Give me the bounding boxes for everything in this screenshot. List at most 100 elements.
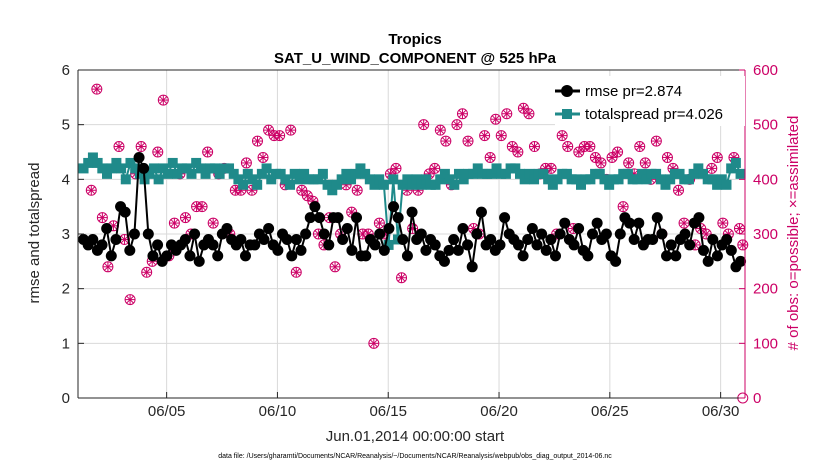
- totalspread-point: [416, 179, 427, 190]
- obs-assimilated-point: [169, 218, 180, 229]
- y2-tick-label: 500: [753, 117, 778, 134]
- rmse-point: [295, 244, 307, 256]
- rmse-point: [290, 233, 302, 245]
- rmse-point: [549, 250, 561, 262]
- chart-title: Tropics: [388, 31, 441, 48]
- obs-assimilated-point: [717, 218, 728, 229]
- rmse-point: [624, 217, 636, 229]
- rmse-point: [378, 244, 390, 256]
- totalspread-point: [407, 179, 418, 190]
- totalspread-point: [350, 168, 361, 179]
- totalspread-point: [341, 168, 352, 179]
- obs-assimilated-point: [485, 152, 496, 163]
- legend: rmse pr=2.874 totalspread pr=4.026: [555, 76, 745, 126]
- obs-assimilated-point: [557, 130, 568, 141]
- totalspread-point: [707, 174, 718, 185]
- totalspread-point: [158, 163, 169, 174]
- rmse-point: [110, 233, 122, 245]
- obs-assimilated-point: [368, 338, 379, 349]
- totalspread-point: [449, 179, 460, 190]
- y2-axis-label: # of obs: o=possible; ×=assimilated: [785, 116, 802, 351]
- rmse-point: [466, 261, 478, 273]
- obs-assimilated-point: [97, 212, 108, 223]
- obs-assimilated-point: [546, 163, 557, 174]
- rmse-point: [670, 250, 682, 262]
- rmse-point: [573, 223, 585, 235]
- rmse-point: [392, 212, 404, 224]
- y-axis-label: rmse and totalspread: [26, 163, 43, 304]
- totalspread-point: [604, 179, 615, 190]
- rmse-point: [633, 217, 645, 229]
- obs-assimilated-point: [252, 136, 263, 147]
- rmse-point: [462, 239, 474, 251]
- rmse-point: [147, 250, 159, 262]
- rmse-point: [499, 212, 511, 224]
- totalspread-point: [181, 163, 192, 174]
- rmse-point: [351, 212, 363, 224]
- totalspread-point: [402, 174, 413, 185]
- totalspread-point: [78, 163, 89, 174]
- rmse-point: [711, 250, 723, 262]
- totalspread-point: [134, 168, 145, 179]
- data-file-footer: data file: /Users/gharamti/Documents/NCA…: [218, 453, 612, 460]
- totalspread-point: [641, 174, 652, 185]
- legend-rmse-marker: [561, 85, 573, 97]
- obs-assimilated-point: [180, 212, 191, 223]
- totalspread-point: [674, 168, 685, 179]
- rmse-point: [397, 233, 409, 245]
- y2-tick-label: 400: [753, 171, 778, 188]
- obs-assimilated-point: [352, 185, 363, 196]
- totalspread-point: [472, 163, 483, 174]
- totalspread-point: [576, 179, 587, 190]
- obs-assimilated-point: [191, 201, 202, 212]
- totalspread-point: [275, 168, 286, 179]
- totalspread-point: [106, 163, 117, 174]
- obs-assimilated-point: [291, 267, 302, 278]
- totalspread-point: [538, 168, 549, 179]
- totalspread-point: [87, 152, 98, 163]
- obs-assimilated-point: [197, 201, 208, 212]
- totalspread-point: [599, 174, 610, 185]
- rmse-point: [698, 244, 710, 256]
- y-tick-label: 3: [62, 226, 70, 243]
- y-tick-label: 5: [62, 117, 70, 134]
- rmse-point: [494, 239, 506, 251]
- totalspread-point: [529, 174, 540, 185]
- totalspread-point: [730, 157, 741, 168]
- rmse-point: [369, 239, 381, 251]
- obs-assimilated-point: [463, 136, 474, 147]
- obs-assimilated-point: [102, 261, 113, 272]
- rmse-point: [600, 228, 612, 240]
- rmse-point: [457, 223, 469, 235]
- y-tick-label: 4: [62, 171, 70, 188]
- rmse-point: [87, 233, 99, 245]
- totalspread-point: [285, 179, 296, 190]
- obs-assimilated-point: [125, 294, 136, 305]
- totalspread-point: [660, 179, 671, 190]
- totalspread-point: [195, 163, 206, 174]
- totalspread-point: [228, 168, 239, 179]
- totalspread-point: [186, 168, 197, 179]
- totalspread-point: [261, 163, 272, 174]
- obs-assimilated-point: [623, 157, 634, 168]
- totalspread-point: [632, 174, 643, 185]
- totalspread-point: [252, 179, 263, 190]
- rmse-point: [332, 212, 344, 224]
- rmse-point: [540, 244, 552, 256]
- rmse-point: [128, 228, 140, 240]
- obs-assimilated-point: [113, 141, 124, 152]
- totalspread-point: [191, 157, 202, 168]
- rmse-point: [133, 151, 145, 163]
- totalspread-point: [238, 179, 249, 190]
- totalspread-point: [637, 168, 648, 179]
- totalspread-point: [233, 174, 244, 185]
- totalspread-point: [294, 174, 305, 185]
- rmse-point: [184, 250, 196, 262]
- totalspread-point: [683, 174, 694, 185]
- y2-tick-label: 300: [753, 226, 778, 243]
- rmse-point: [610, 255, 622, 267]
- rmse-point: [545, 233, 557, 245]
- obs-assimilated-point: [529, 141, 540, 152]
- totalspread-point: [125, 157, 136, 168]
- rmse-point: [193, 255, 205, 267]
